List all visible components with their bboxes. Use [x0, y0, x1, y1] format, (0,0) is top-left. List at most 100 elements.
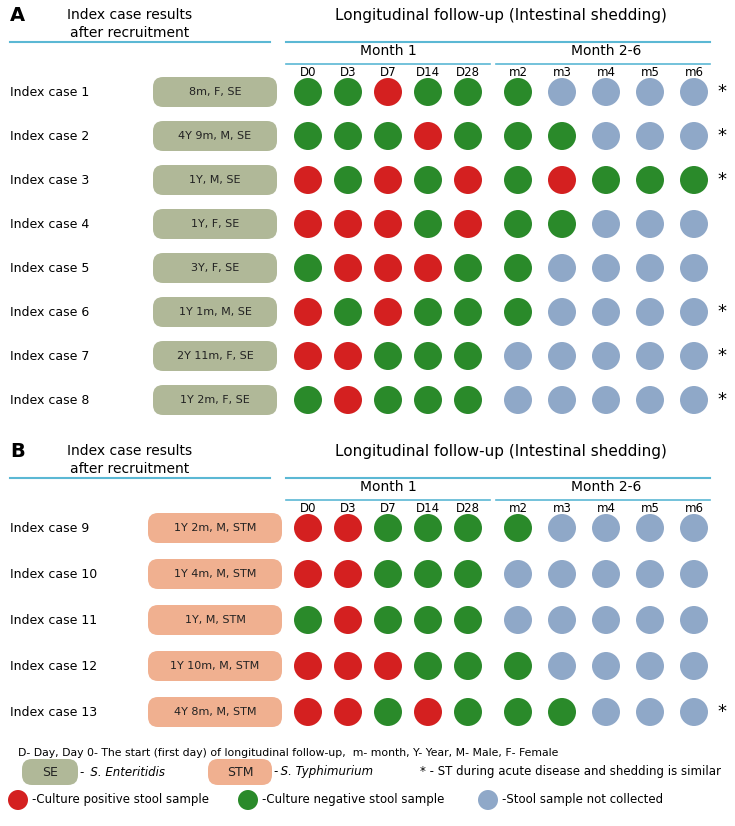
Circle shape: [374, 560, 402, 588]
Circle shape: [294, 342, 322, 370]
Text: Index case 7: Index case 7: [10, 349, 90, 363]
Circle shape: [592, 254, 620, 282]
Circle shape: [374, 698, 402, 726]
Circle shape: [680, 166, 708, 194]
Text: Longitudinal follow-up (Intestinal shedding): Longitudinal follow-up (Intestinal shedd…: [335, 444, 667, 459]
Circle shape: [548, 210, 576, 238]
Circle shape: [636, 652, 664, 680]
Text: * - ST during acute disease and shedding is similar: * - ST during acute disease and shedding…: [420, 766, 721, 778]
Circle shape: [334, 122, 362, 150]
Circle shape: [504, 78, 532, 106]
Text: Index case 10: Index case 10: [10, 567, 97, 581]
Text: D7: D7: [380, 66, 396, 79]
Text: Index case 12: Index case 12: [10, 659, 97, 672]
Circle shape: [414, 254, 442, 282]
Circle shape: [636, 210, 664, 238]
Text: 3Y, F, SE: 3Y, F, SE: [191, 263, 239, 273]
Circle shape: [454, 698, 482, 726]
Circle shape: [294, 166, 322, 194]
Circle shape: [294, 514, 322, 542]
Circle shape: [592, 698, 620, 726]
Text: D7: D7: [380, 502, 396, 515]
Circle shape: [414, 386, 442, 414]
Circle shape: [334, 606, 362, 634]
Circle shape: [374, 514, 402, 542]
Text: m3: m3: [553, 502, 571, 515]
Circle shape: [680, 122, 708, 150]
Circle shape: [636, 386, 664, 414]
Text: 2Y 11m, F, SE: 2Y 11m, F, SE: [176, 351, 254, 361]
Circle shape: [504, 514, 532, 542]
Text: Index case 9: Index case 9: [10, 521, 89, 534]
Text: Index case 11: Index case 11: [10, 614, 97, 626]
Circle shape: [454, 254, 482, 282]
Circle shape: [294, 652, 322, 680]
Text: -Culture positive stool sample: -Culture positive stool sample: [32, 794, 209, 806]
Circle shape: [636, 254, 664, 282]
Circle shape: [680, 514, 708, 542]
Circle shape: [334, 652, 362, 680]
Circle shape: [504, 122, 532, 150]
Circle shape: [504, 254, 532, 282]
Circle shape: [294, 606, 322, 634]
Circle shape: [334, 514, 362, 542]
Circle shape: [454, 122, 482, 150]
FancyBboxPatch shape: [153, 209, 277, 239]
Circle shape: [548, 78, 576, 106]
Circle shape: [414, 298, 442, 326]
Circle shape: [548, 514, 576, 542]
Circle shape: [592, 560, 620, 588]
Circle shape: [636, 606, 664, 634]
Circle shape: [680, 254, 708, 282]
Circle shape: [592, 652, 620, 680]
Circle shape: [592, 210, 620, 238]
Circle shape: [414, 606, 442, 634]
Text: B: B: [10, 442, 25, 461]
Circle shape: [374, 652, 402, 680]
Text: *: *: [717, 83, 726, 101]
Text: *: *: [717, 347, 726, 365]
Text: - S. Typhimurium: - S. Typhimurium: [274, 766, 373, 778]
Circle shape: [374, 122, 402, 150]
Circle shape: [504, 560, 532, 588]
Text: Month 1: Month 1: [359, 44, 416, 58]
Text: D3: D3: [340, 66, 356, 79]
Circle shape: [334, 254, 362, 282]
Text: 1Y 4m, M, STM: 1Y 4m, M, STM: [173, 569, 257, 579]
FancyBboxPatch shape: [153, 341, 277, 371]
Text: m3: m3: [553, 66, 571, 79]
Circle shape: [8, 790, 28, 810]
FancyBboxPatch shape: [148, 697, 282, 727]
Circle shape: [592, 342, 620, 370]
FancyBboxPatch shape: [153, 297, 277, 327]
Text: m5: m5: [641, 66, 659, 79]
Text: 4Y 8m, M, STM: 4Y 8m, M, STM: [173, 707, 257, 717]
Text: *: *: [717, 703, 726, 721]
Circle shape: [414, 166, 442, 194]
Circle shape: [334, 698, 362, 726]
Text: *: *: [717, 303, 726, 321]
Circle shape: [680, 386, 708, 414]
Circle shape: [636, 342, 664, 370]
Circle shape: [548, 166, 576, 194]
Circle shape: [548, 254, 576, 282]
Text: Index case 6: Index case 6: [10, 306, 89, 319]
Text: -Stool sample not collected: -Stool sample not collected: [502, 794, 663, 806]
Circle shape: [504, 166, 532, 194]
Text: *: *: [717, 127, 726, 145]
Text: 8m, F, SE: 8m, F, SE: [189, 87, 241, 97]
Circle shape: [414, 210, 442, 238]
Circle shape: [504, 342, 532, 370]
Text: Index case 8: Index case 8: [10, 393, 90, 406]
Text: m4: m4: [597, 502, 615, 515]
Text: -  S. Enteritidis: - S. Enteritidis: [80, 766, 165, 778]
Text: Index case results
after recruitment: Index case results after recruitment: [68, 444, 193, 477]
Circle shape: [680, 78, 708, 106]
Circle shape: [636, 560, 664, 588]
Circle shape: [592, 606, 620, 634]
Circle shape: [414, 514, 442, 542]
Text: D0: D0: [300, 66, 316, 79]
FancyBboxPatch shape: [148, 513, 282, 543]
Text: A: A: [10, 6, 25, 25]
Circle shape: [592, 122, 620, 150]
